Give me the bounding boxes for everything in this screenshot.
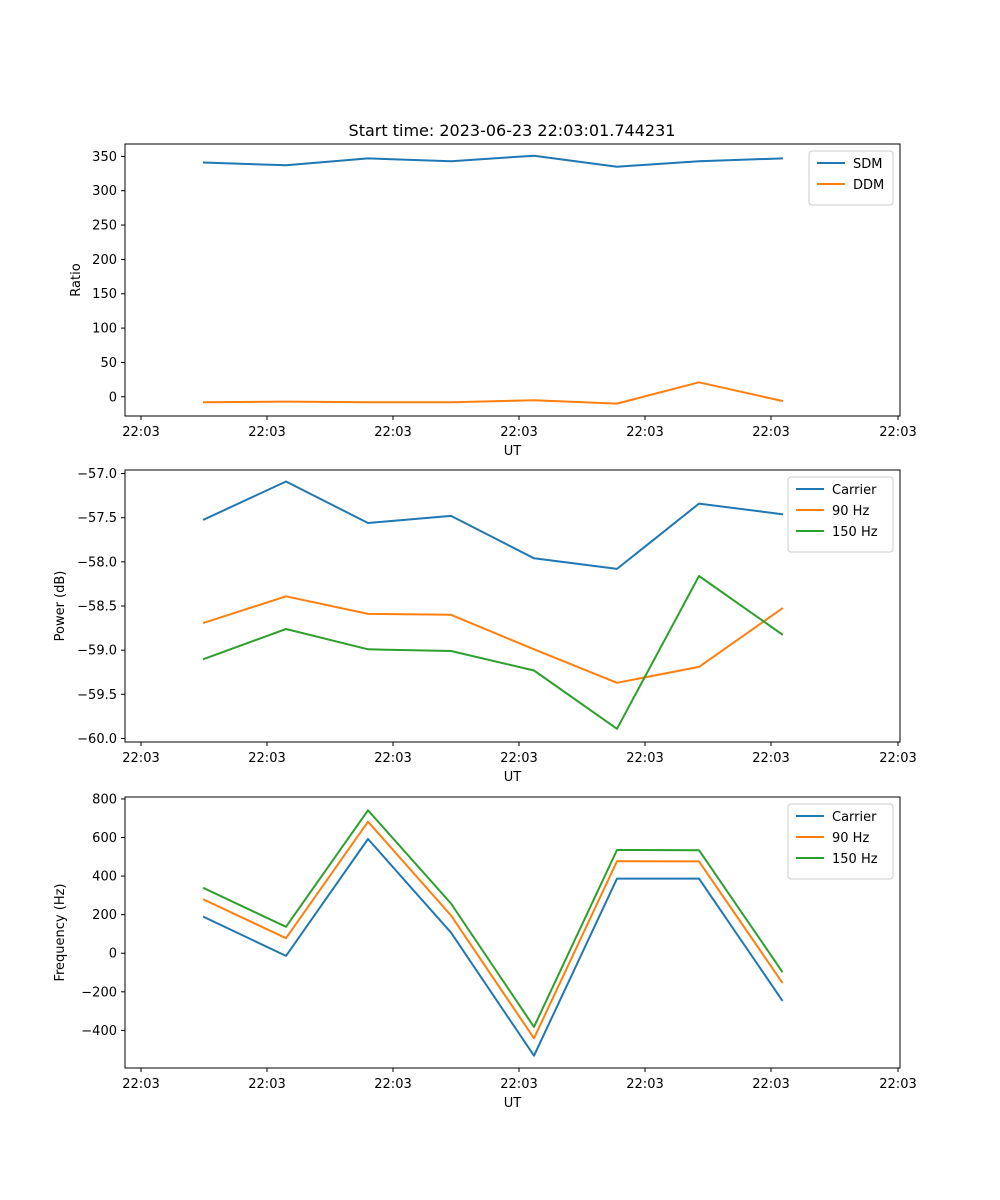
y-tick-label: 50 bbox=[100, 356, 117, 371]
legend-label: 150 Hz bbox=[832, 852, 878, 867]
y-tick-label: −58.0 bbox=[77, 555, 117, 570]
x-axis-label: UT bbox=[504, 1096, 522, 1111]
series-line-150-hz bbox=[202, 809, 784, 1028]
x-tick-label: 22:03 bbox=[879, 1077, 916, 1092]
y-tick-label: 150 bbox=[92, 287, 117, 302]
x-tick-label: 22:03 bbox=[122, 1077, 159, 1092]
chart-panel-2: −60.0 −59.5 −59.0 −58.5 −58.0 −57.5 −57.0 22:03… bbox=[53, 467, 917, 785]
series-line-90-hz bbox=[202, 820, 784, 1040]
x-tick-label: 22:03 bbox=[122, 751, 159, 766]
y-tick-label: −59.5 bbox=[77, 688, 117, 703]
x-tick-label: 22:03 bbox=[248, 751, 285, 766]
y-tick-label: 800 bbox=[92, 792, 117, 807]
series-line-90-hz bbox=[202, 595, 784, 684]
legend: Carrier 90 Hz 150 Hz bbox=[787, 476, 894, 553]
axes-frame bbox=[124, 143, 901, 417]
legend: SDM DDM bbox=[808, 150, 894, 206]
x-tick-label: 22:03 bbox=[500, 1077, 537, 1092]
y-tick-label: 200 bbox=[92, 253, 117, 268]
x-tick-label: 22:03 bbox=[248, 1077, 285, 1092]
x-tick-label: 22:03 bbox=[752, 751, 789, 766]
figure-title: Start time: 2023-06-23 22:03:01.744231 bbox=[349, 121, 676, 140]
x-tick-label: 22:03 bbox=[500, 751, 537, 766]
legend-label: 90 Hz bbox=[832, 504, 869, 519]
x-tick-label: 22:03 bbox=[374, 751, 411, 766]
x-tick-label: 22:03 bbox=[374, 1077, 411, 1092]
x-tick-label: 22:03 bbox=[626, 751, 663, 766]
x-tick-label: 22:03 bbox=[500, 425, 537, 440]
y-tick-label: 200 bbox=[92, 908, 117, 923]
series-line-ddm bbox=[202, 381, 784, 405]
legend-label: 150 Hz bbox=[832, 525, 878, 540]
x-tick-label: 22:03 bbox=[374, 425, 411, 440]
y-axis-label: Power (dB) bbox=[53, 571, 68, 642]
y-axis-label: Frequency (Hz) bbox=[53, 883, 68, 981]
x-tick-label: 22:03 bbox=[626, 1077, 663, 1092]
x-axis-label: UT bbox=[504, 444, 522, 459]
y-tick-label: −60.0 bbox=[77, 732, 117, 747]
legend-label: DDM bbox=[853, 178, 884, 193]
legend-label: Carrier bbox=[832, 483, 877, 498]
y-tick-label: −58.5 bbox=[77, 600, 117, 615]
x-tick-label: 22:03 bbox=[248, 425, 285, 440]
x-axis-label: UT bbox=[504, 770, 522, 785]
x-tick-label: 22:03 bbox=[752, 425, 789, 440]
legend: Carrier 90 Hz 150 Hz bbox=[787, 803, 894, 880]
legend-label: 90 Hz bbox=[832, 831, 869, 846]
x-tick-label: 22:03 bbox=[879, 425, 916, 440]
y-tick-label: 300 bbox=[92, 184, 117, 199]
legend-box bbox=[787, 803, 894, 880]
y-tick-label: 100 bbox=[92, 322, 117, 337]
legend-box bbox=[808, 150, 894, 206]
legend-box bbox=[787, 476, 894, 553]
series-line-sdm bbox=[202, 154, 784, 168]
x-tick-label: 22:03 bbox=[122, 425, 159, 440]
y-tick-label: 350 bbox=[92, 150, 117, 165]
y-tick-label: −59.0 bbox=[77, 644, 117, 659]
charts-container: 0 50 100 150 200 250 300 350 22:03 22:03 22:03 22:0… bbox=[53, 143, 917, 1111]
chart-panel-1: 0 50 100 150 200 250 300 350 22:03 22:03 22:03 22:0… bbox=[69, 143, 917, 459]
x-tick-label: 22:03 bbox=[752, 1077, 789, 1092]
legend-label: SDM bbox=[853, 157, 882, 172]
y-tick-label: 600 bbox=[92, 831, 117, 846]
y-tick-label: −400 bbox=[81, 1024, 117, 1039]
x-tick-label: 22:03 bbox=[626, 425, 663, 440]
series-line-150-hz bbox=[202, 575, 784, 730]
series-line-carrier bbox=[202, 838, 784, 1057]
y-tick-label: −57.0 bbox=[77, 467, 117, 482]
y-tick-label: −57.5 bbox=[77, 511, 117, 526]
y-tick-label: 0 bbox=[109, 947, 117, 962]
y-tick-label: −200 bbox=[81, 985, 117, 1000]
y-tick-label: 250 bbox=[92, 219, 117, 234]
x-tick-label: 22:03 bbox=[879, 751, 916, 766]
chart-panel-3: −400 −200 0 200 400 600 800 22:03 22:03 22:03 22:0… bbox=[53, 792, 917, 1111]
y-tick-label: 0 bbox=[109, 390, 117, 405]
y-axis-label: Ratio bbox=[69, 263, 84, 296]
axes-frame bbox=[124, 796, 901, 1069]
y-tick-label: 400 bbox=[92, 870, 117, 885]
series-line-carrier bbox=[202, 480, 784, 570]
legend-label: Carrier bbox=[832, 810, 877, 825]
